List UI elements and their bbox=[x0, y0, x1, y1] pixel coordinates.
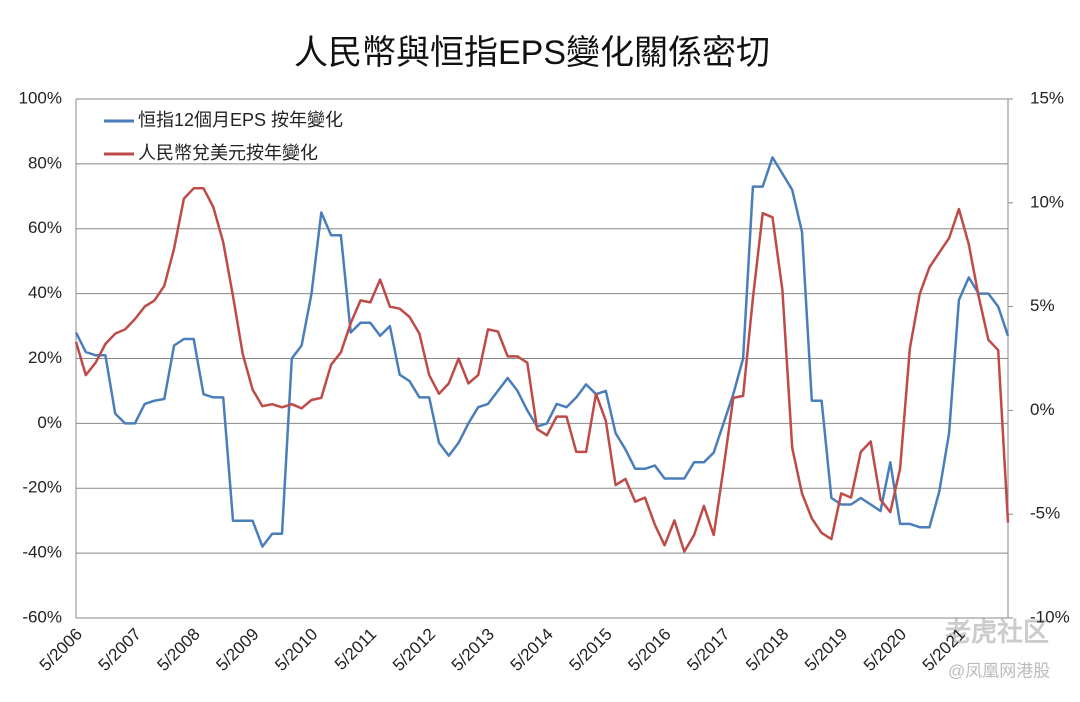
series-line bbox=[74, 156, 1010, 548]
y2-tick-label: 15% bbox=[1030, 88, 1064, 107]
y2-tick-label: 5% bbox=[1030, 296, 1055, 315]
x-tick-label: 5/2016 bbox=[624, 625, 674, 675]
y-tick-label: 0% bbox=[37, 413, 62, 432]
chart-title: 人民幣與恒指EPS變化關係密切 bbox=[294, 34, 770, 72]
x-tick-label: 5/2013 bbox=[448, 625, 498, 675]
source-mark: @凤凰网港股 bbox=[948, 661, 1050, 680]
x-tick-label: 5/2014 bbox=[507, 625, 557, 675]
y2-tick-label: -10% bbox=[1030, 607, 1070, 626]
x-tick-label: 5/2015 bbox=[566, 625, 616, 675]
legend-label: 恒指12個月EPS 按年變化 bbox=[138, 110, 343, 130]
y-tick-label: -20% bbox=[22, 478, 62, 497]
x-tick-label: 5/2008 bbox=[154, 625, 204, 675]
x-tick-label: 5/2012 bbox=[389, 625, 439, 675]
y-tick-label: 20% bbox=[28, 348, 62, 367]
series-line bbox=[74, 187, 1010, 553]
y-tick-label: 80% bbox=[28, 153, 62, 172]
x-tick-label: 5/2019 bbox=[801, 625, 851, 675]
legend-label: 人民幣兌美元按年變化 bbox=[138, 143, 318, 163]
y-tick-label: 60% bbox=[28, 218, 62, 237]
y-tick-label: 40% bbox=[28, 283, 62, 302]
y-tick-label: -60% bbox=[22, 607, 62, 626]
x-tick-label: 5/2007 bbox=[95, 625, 145, 675]
x-tick-label: 5/2010 bbox=[271, 625, 321, 675]
x-tick-label: 5/2017 bbox=[683, 625, 733, 675]
x-tick-label: 5/2011 bbox=[331, 625, 380, 674]
y2-tick-label: 10% bbox=[1030, 192, 1064, 211]
y-tick-label: -40% bbox=[22, 543, 62, 562]
x-tick-label: 5/2006 bbox=[36, 625, 86, 675]
x-tick-label: 5/2020 bbox=[860, 625, 910, 675]
y-tick-label: 100% bbox=[19, 88, 62, 107]
y2-tick-label: 0% bbox=[1030, 400, 1055, 419]
x-tick-label: 5/2009 bbox=[212, 625, 262, 675]
watermark: 老虎社区 bbox=[945, 617, 1049, 647]
x-tick-label: 5/2018 bbox=[742, 625, 792, 675]
y2-tick-label: -5% bbox=[1030, 504, 1060, 523]
